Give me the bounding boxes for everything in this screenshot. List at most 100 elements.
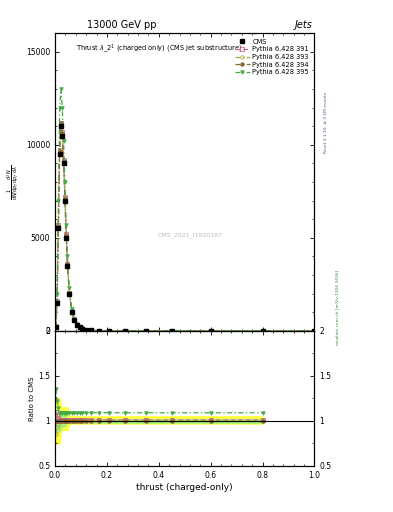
Text: Jets: Jets [295,20,312,31]
Pythia 6.428 391 [75,322,79,328]
Pythia 6.428 394 [143,328,148,334]
Pythia 6.428 394 [53,324,58,330]
Pythia 6.428 395 [59,86,63,92]
CMS [61,160,66,166]
Pythia 6.428 391 [260,328,265,334]
Pythia 6.428 394 [55,298,59,305]
Text: Thrust $\lambda\_2^1$ (charged only) (CMS jet substructure): Thrust $\lambda\_2^1$ (charged only) (CM… [76,42,242,55]
Pythia 6.428 393 [169,328,174,334]
Pythia 6.428 391 [312,328,317,334]
Pythia 6.428 391 [77,324,82,330]
Pythia 6.428 391 [89,327,94,333]
Pythia 6.428 394 [70,309,74,315]
Pythia 6.428 395 [169,328,174,334]
Pythia 6.428 391 [169,328,174,334]
Pythia 6.428 391 [64,231,68,237]
Line: CMS: CMS [54,124,316,333]
Y-axis label: $\frac{1}{\mathrm{d}N/\mathrm{d}p_T}\frac{\mathrm{d}^2N}{\mathrm{d}p_T\,\mathrm{: $\frac{1}{\mathrm{d}N/\mathrm{d}p_T}\fra… [6,164,22,200]
Pythia 6.428 394 [312,328,317,334]
Pythia 6.428 391 [53,324,58,330]
X-axis label: thrust (charged-only): thrust (charged-only) [136,482,233,492]
CMS [169,328,174,334]
CMS [143,328,148,334]
Pythia 6.428 393 [60,131,64,137]
CMS [260,328,265,334]
CMS [89,327,94,333]
Pythia 6.428 391 [61,157,66,163]
CMS [72,317,77,324]
Pythia 6.428 393 [208,328,213,334]
Pythia 6.428 393 [53,324,58,330]
Pythia 6.428 391 [143,328,148,334]
Pythia 6.428 394 [65,261,70,267]
Pythia 6.428 393 [72,317,77,324]
Pythia 6.428 393 [70,309,74,315]
Pythia 6.428 394 [62,195,67,201]
Pythia 6.428 395 [77,324,82,330]
Pythia 6.428 393 [89,327,94,333]
Pythia 6.428 395 [89,327,94,333]
Pythia 6.428 395 [67,285,72,291]
Pythia 6.428 393 [84,327,88,333]
Pythia 6.428 393 [80,326,84,332]
Pythia 6.428 395 [208,328,213,334]
Pythia 6.428 391 [72,317,77,323]
Pythia 6.428 393 [62,196,67,202]
Pythia 6.428 394 [208,328,213,334]
CMS [123,328,127,334]
Pythia 6.428 393 [260,328,265,334]
Pythia 6.428 393 [64,233,68,239]
CMS [59,123,63,130]
Pythia 6.428 393 [56,224,61,230]
Pythia 6.428 393 [107,328,112,334]
Pythia 6.428 395 [80,326,84,332]
Y-axis label: Ratio to CMS: Ratio to CMS [29,376,35,420]
Pythia 6.428 391 [62,194,67,200]
Pythia 6.428 393 [55,299,59,305]
Legend: CMS, Pythia 6.428 391, Pythia 6.428 393, Pythia 6.428 394, Pythia 6.428 395: CMS, Pythia 6.428 391, Pythia 6.428 393,… [233,37,311,77]
Pythia 6.428 395 [143,328,148,334]
Pythia 6.428 394 [260,328,265,334]
Pythia 6.428 395 [75,322,79,328]
Pythia 6.428 395 [57,104,62,111]
Text: Rivet 3.1.10, ≥ 3.1M events: Rivet 3.1.10, ≥ 3.1M events [324,92,328,154]
Pythia 6.428 391 [123,328,127,334]
Pythia 6.428 395 [65,253,70,260]
Pythia 6.428 391 [80,326,84,332]
Pythia 6.428 393 [61,159,66,165]
Pythia 6.428 394 [84,327,88,333]
Pythia 6.428 393 [143,328,148,334]
Pythia 6.428 395 [60,104,64,111]
Pythia 6.428 395 [70,306,74,312]
CMS [62,198,67,204]
Line: Pythia 6.428 393: Pythia 6.428 393 [54,123,316,332]
Pythia 6.428 395 [84,327,88,333]
Text: 13000 GeV pp: 13000 GeV pp [87,20,156,31]
CMS [57,151,62,157]
CMS [312,328,317,334]
Pythia 6.428 395 [56,198,61,204]
Pythia 6.428 394 [61,158,66,164]
Pythia 6.428 395 [123,328,127,334]
CMS [97,328,101,334]
Text: CMS_2021_I1920187: CMS_2021_I1920187 [158,232,222,239]
Text: mcplots.cern.ch [arXiv:1306.3436]: mcplots.cern.ch [arXiv:1306.3436] [336,270,340,345]
Pythia 6.428 391 [84,327,88,333]
Pythia 6.428 395 [97,328,101,334]
Pythia 6.428 395 [260,328,265,334]
Pythia 6.428 391 [107,328,112,334]
CMS [77,324,82,330]
Pythia 6.428 394 [56,223,61,229]
Line: Pythia 6.428 391: Pythia 6.428 391 [54,121,316,332]
Pythia 6.428 394 [59,120,63,126]
Pythia 6.428 391 [60,129,64,135]
CMS [107,328,112,334]
Pythia 6.428 394 [80,326,84,332]
CMS [70,309,74,315]
Pythia 6.428 393 [57,149,62,155]
Pythia 6.428 395 [64,222,68,228]
Pythia 6.428 394 [97,328,101,334]
CMS [53,324,58,330]
Pythia 6.428 391 [97,328,101,334]
Pythia 6.428 391 [59,119,63,125]
